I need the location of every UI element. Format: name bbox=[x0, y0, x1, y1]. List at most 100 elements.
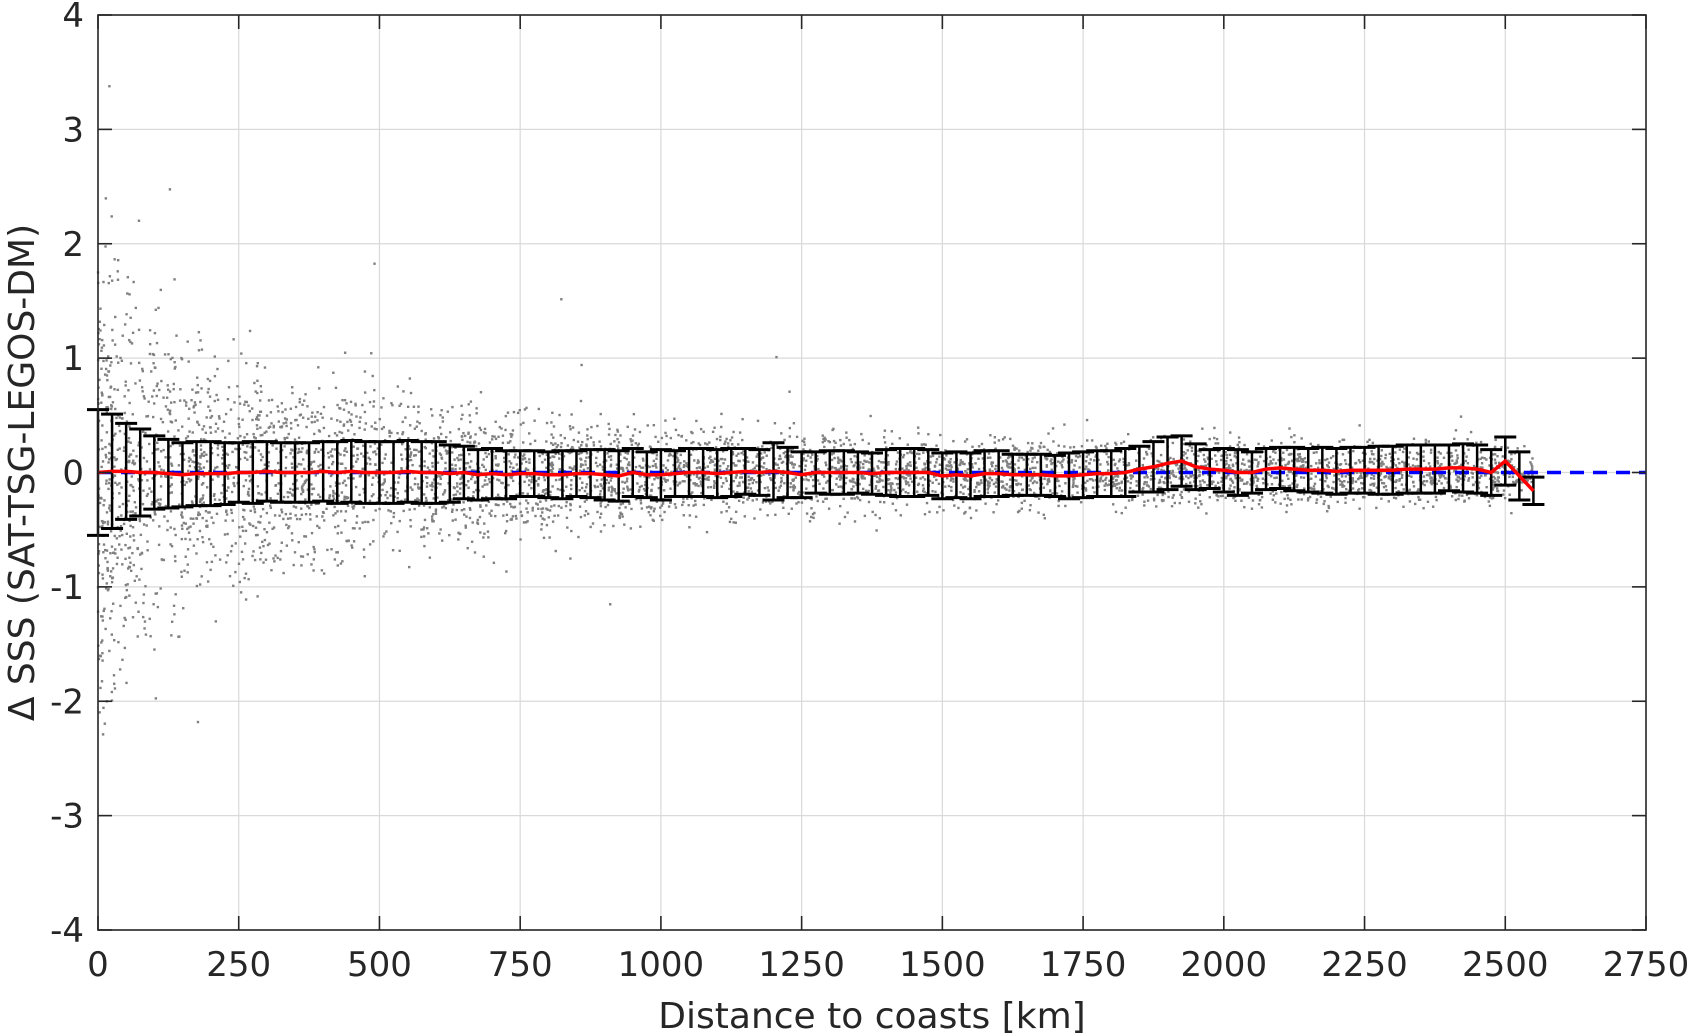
scatter-point bbox=[808, 448, 812, 452]
scatter-point bbox=[1009, 466, 1012, 469]
scatter-point bbox=[859, 466, 862, 469]
scatter-point bbox=[1136, 494, 1140, 497]
scatter-point bbox=[1313, 482, 1317, 485]
scatter-point bbox=[536, 503, 539, 506]
scatter-point bbox=[306, 553, 309, 556]
scatter-point bbox=[310, 461, 313, 464]
scatter-point bbox=[109, 552, 112, 555]
scatter-point bbox=[749, 478, 752, 482]
scatter-point bbox=[550, 498, 553, 501]
scatter-point bbox=[1217, 495, 1220, 498]
scatter-point bbox=[592, 444, 596, 447]
scatter-point bbox=[99, 654, 102, 658]
scatter-point bbox=[1135, 480, 1138, 483]
scatter-point bbox=[1159, 453, 1163, 457]
scatter-point bbox=[965, 471, 969, 474]
scatter-point bbox=[432, 455, 435, 458]
scatter-point bbox=[205, 519, 208, 523]
scatter-point bbox=[781, 473, 785, 477]
scatter-point bbox=[988, 468, 992, 471]
scatter-point bbox=[545, 507, 548, 510]
scatter-point bbox=[148, 329, 152, 332]
scatter-point bbox=[363, 370, 367, 373]
scatter-point bbox=[581, 463, 584, 467]
scatter-point bbox=[1366, 440, 1369, 444]
scatter-point bbox=[274, 554, 277, 557]
scatter-point bbox=[439, 453, 443, 456]
scatter-point bbox=[685, 439, 688, 442]
scatter-point bbox=[528, 479, 531, 482]
scatter-point bbox=[152, 362, 155, 365]
scatter-point bbox=[102, 543, 106, 546]
scatter-point bbox=[537, 493, 541, 496]
scatter-point bbox=[301, 447, 304, 450]
scatter-point bbox=[1076, 491, 1079, 494]
scatter-point bbox=[1379, 470, 1383, 474]
scatter-point bbox=[1372, 474, 1376, 478]
scatter-point bbox=[1436, 459, 1439, 463]
scatter-point bbox=[678, 467, 682, 470]
scatter-point bbox=[1296, 483, 1299, 487]
scatter-point bbox=[483, 483, 486, 486]
scatter-point bbox=[487, 478, 491, 481]
scatter-point bbox=[329, 474, 333, 478]
scatter-point bbox=[362, 444, 365, 447]
scatter-point bbox=[987, 486, 990, 489]
scatter-point bbox=[100, 346, 104, 349]
scatter-point bbox=[1043, 517, 1047, 520]
scatter-point bbox=[560, 506, 563, 509]
scatter-point bbox=[1266, 472, 1270, 475]
scatter-point bbox=[105, 511, 109, 514]
scatter-point bbox=[1257, 442, 1260, 446]
scatter-point bbox=[698, 443, 702, 447]
scatter-point bbox=[728, 473, 732, 476]
scatter-point bbox=[1491, 488, 1495, 491]
scatter-point bbox=[607, 489, 610, 492]
scatter-point bbox=[257, 520, 260, 524]
scatter-point bbox=[132, 563, 136, 567]
scatter-point bbox=[601, 487, 605, 490]
scatter-point bbox=[1085, 418, 1089, 422]
scatter-point bbox=[291, 466, 294, 469]
scatter-point bbox=[1289, 470, 1293, 474]
scatter-point bbox=[310, 563, 313, 566]
scatter-point bbox=[310, 421, 314, 424]
scatter-point bbox=[719, 435, 722, 438]
scatter-point bbox=[1336, 500, 1339, 504]
scatter-point bbox=[123, 446, 126, 449]
scatter-point bbox=[241, 515, 245, 519]
scatter-point bbox=[454, 464, 457, 467]
scatter-point bbox=[310, 503, 313, 506]
scatter-point bbox=[557, 452, 561, 455]
scatter-point bbox=[931, 454, 935, 458]
scatter-point bbox=[679, 468, 683, 472]
scatter-point bbox=[1352, 449, 1355, 453]
scatter-point bbox=[844, 482, 847, 485]
scatter-point bbox=[681, 503, 684, 507]
scatter-point bbox=[441, 420, 445, 423]
scatter-point bbox=[1510, 464, 1514, 467]
scatter-point bbox=[129, 340, 132, 344]
scatter-point bbox=[496, 493, 500, 497]
scatter-point bbox=[121, 658, 124, 662]
scatter-point bbox=[1295, 485, 1299, 489]
scatter-point bbox=[887, 478, 891, 481]
scatter-point bbox=[106, 566, 109, 570]
scatter-point bbox=[286, 517, 290, 520]
scatter-point bbox=[117, 640, 120, 644]
scatter-point bbox=[1002, 484, 1005, 488]
scatter-point bbox=[221, 429, 224, 433]
scatter-point bbox=[280, 425, 284, 428]
scatter-point bbox=[280, 541, 283, 544]
scatter-point bbox=[1057, 444, 1060, 447]
scatter-point bbox=[1502, 463, 1505, 467]
scatter-point bbox=[1181, 467, 1185, 470]
scatter-point bbox=[212, 494, 216, 498]
scatter-point bbox=[473, 440, 477, 443]
scatter-point bbox=[504, 414, 508, 418]
scatter-point bbox=[1107, 483, 1111, 486]
scatter-point bbox=[867, 489, 871, 493]
scatter-point bbox=[804, 474, 808, 478]
scatter-point bbox=[479, 391, 483, 394]
scatter-point bbox=[278, 468, 281, 472]
